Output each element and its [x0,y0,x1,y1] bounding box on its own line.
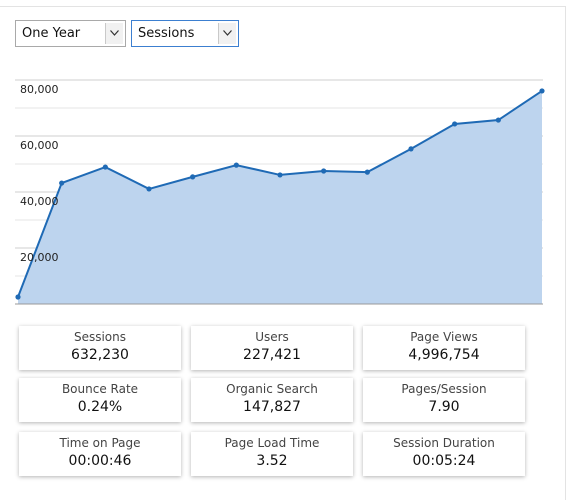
stat-card: Users 227,421 [191,326,353,370]
stat-value: 4,996,754 [408,347,480,363]
stat-card: Page Views 4,996,754 [363,326,525,370]
y-tick-label: 40,000 [20,195,59,208]
stat-label: Page Load Time [224,436,320,450]
stat-card: Bounce Rate 0.24% [19,378,181,422]
stat-label: Organic Search [226,382,318,396]
stat-card: Time on Page 00:00:46 [19,432,181,476]
stat-value: 00:00:46 [68,453,132,469]
stat-label: Sessions [73,330,127,344]
period-dropdown[interactable]: One Year [15,20,126,47]
point [277,172,283,178]
y-tick-label: 80,000 [20,83,59,96]
point [364,169,370,175]
stat-label: Pages/Session [401,382,487,396]
stat-label: Bounce Rate [61,382,139,396]
stat-value: 7.90 [428,399,460,415]
stat-value: 00:05:24 [412,453,476,469]
point [539,88,545,94]
area [18,90,542,304]
point [408,146,414,152]
stat-value: 632,230 [71,347,129,363]
point [146,186,152,192]
point [15,294,21,300]
point [495,117,501,123]
stat-value: 227,421 [243,347,301,363]
dropdown-text: Sessions [138,26,195,41]
chart: 20,000 40,000 60,000 80,000 [15,79,545,305]
y-tick-label: 20,000 [20,251,59,264]
stat-label: Time on Page [59,436,141,450]
panel-border [0,6,566,500]
stat-card: Session Duration 00:05:24 [363,432,525,476]
stat-label: Page Views [410,330,478,344]
point [321,168,327,174]
stat-card: Pages/Session 7.90 [363,378,525,422]
stat-card: Organic Search 147,827 [191,378,353,422]
dropdown-arrow [105,23,123,44]
y-tick-label: 60,000 [20,139,59,152]
stat-card: Page Load Time 3.52 [191,432,353,476]
point [233,162,239,168]
point [102,164,108,170]
stat-value: 3.52 [256,453,288,469]
point [452,121,458,127]
point [190,174,196,180]
dropdown-arrow [218,23,236,44]
stat-value: 0.24% [77,399,123,415]
point [59,180,65,186]
chevron [223,30,232,36]
metric-dropdown[interactable]: Sessions [131,20,239,47]
stat-label: Session Duration [393,436,495,450]
stat-value: 147,827 [243,399,301,415]
chevron [110,30,119,36]
stat-card: Sessions 632,230 [19,326,181,370]
stat-label: Users [255,330,289,344]
dropdown-text: One Year [22,26,81,41]
